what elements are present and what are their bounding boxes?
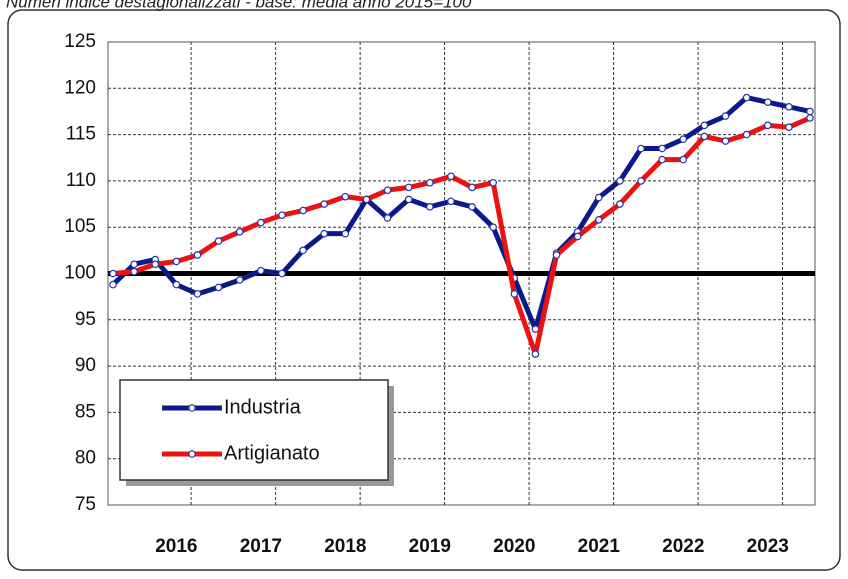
data-point	[427, 180, 433, 186]
data-point	[511, 291, 517, 297]
data-point	[194, 291, 200, 297]
legend-marker	[189, 405, 195, 411]
y-tick-label: 125	[64, 31, 96, 52]
data-point	[722, 113, 728, 119]
data-point	[680, 156, 686, 162]
x-tick-label: 2021	[578, 536, 621, 557]
data-point	[807, 108, 813, 114]
data-point	[427, 204, 433, 210]
y-tick-label: 85	[75, 401, 96, 422]
data-point	[617, 178, 623, 184]
legend-marker	[189, 451, 195, 457]
x-tick-label: 2022	[662, 536, 704, 557]
data-point	[743, 94, 749, 100]
chart-title: Numeri indice destagionalizzati - base: …	[6, 0, 472, 11]
data-point	[532, 326, 538, 332]
data-point	[110, 281, 116, 287]
data-point	[131, 268, 137, 274]
x-tick-label: 2018	[324, 536, 366, 557]
data-point	[638, 178, 644, 184]
data-point	[237, 229, 243, 235]
data-point	[173, 258, 179, 264]
data-point	[384, 187, 390, 193]
data-point	[152, 261, 158, 267]
y-tick-label: 105	[64, 216, 96, 237]
x-tick-label: 2017	[240, 536, 282, 557]
legend-box	[120, 380, 388, 480]
data-point	[363, 196, 369, 202]
x-tick-label: 2016	[155, 536, 197, 557]
data-point	[469, 184, 475, 190]
data-point	[765, 122, 771, 128]
data-point	[131, 261, 137, 267]
data-point	[342, 230, 348, 236]
data-point	[701, 122, 707, 128]
data-point	[490, 224, 496, 230]
legend-label: Industria	[224, 396, 302, 418]
data-point	[321, 230, 327, 236]
data-point	[279, 270, 285, 276]
data-point	[617, 201, 623, 207]
legend: Industria Artigianato	[120, 380, 394, 486]
data-point	[258, 219, 264, 225]
data-point	[448, 198, 454, 204]
data-point	[574, 233, 580, 239]
data-point	[405, 184, 411, 190]
data-point	[258, 268, 264, 274]
x-tick-label: 2019	[409, 536, 451, 557]
data-point	[215, 284, 221, 290]
page: Numeri indice destagionalizzati - base: …	[0, 0, 848, 574]
data-point	[786, 124, 792, 130]
y-tick-label: 75	[75, 494, 96, 515]
data-point	[680, 136, 686, 142]
data-point	[659, 145, 665, 151]
data-point	[596, 217, 602, 223]
y-tick-label: 110	[66, 170, 96, 191]
y-tick-label: 90	[75, 355, 96, 376]
x-tick-label: 2023	[747, 536, 789, 557]
data-point	[553, 252, 559, 258]
y-tick-label: 100	[64, 263, 96, 284]
data-point	[237, 277, 243, 283]
data-point	[490, 180, 496, 186]
data-point	[110, 270, 116, 276]
data-point	[532, 351, 538, 357]
data-point	[765, 99, 771, 105]
legend-label: Artigianato	[224, 442, 320, 464]
y-tick-label: 120	[64, 77, 96, 98]
data-point	[786, 104, 792, 110]
data-point	[659, 156, 665, 162]
y-tick-label: 80	[75, 448, 96, 469]
y-tick-label: 115	[66, 124, 96, 145]
data-point	[807, 115, 813, 121]
data-point	[701, 133, 707, 139]
data-point	[215, 238, 221, 244]
data-point	[173, 281, 179, 287]
chart: Numeri indice destagionalizzati - base: …	[0, 0, 848, 574]
data-point	[743, 131, 749, 137]
data-point	[300, 247, 306, 253]
data-point	[469, 204, 475, 210]
data-point	[722, 138, 728, 144]
data-point	[596, 194, 602, 200]
data-point	[405, 196, 411, 202]
data-point	[321, 201, 327, 207]
data-point	[448, 173, 454, 179]
data-point	[342, 193, 348, 199]
x-tick-label: 2020	[493, 536, 535, 557]
data-point	[300, 207, 306, 213]
y-tick-label: 95	[75, 309, 96, 330]
data-point	[279, 212, 285, 218]
data-point	[384, 215, 390, 221]
data-point	[194, 252, 200, 258]
data-point	[638, 145, 644, 151]
